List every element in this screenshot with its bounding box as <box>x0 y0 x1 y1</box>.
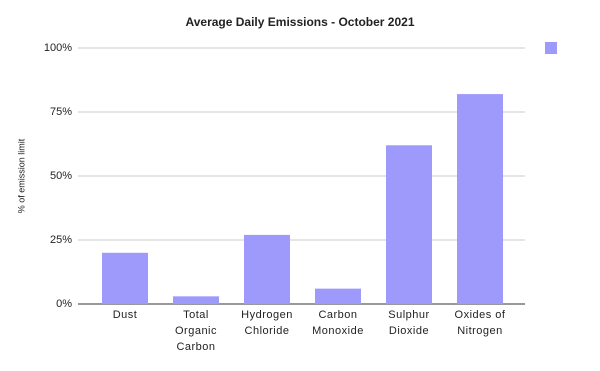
y-axis-label: % of emission limit <box>16 138 26 213</box>
x-tick-label: Sulphur Dioxide <box>388 309 430 337</box>
x-tick-label: Hydrogen Chloride <box>241 309 293 337</box>
x-tick-label: Oxides of Nitrogen <box>454 309 506 337</box>
x-tick-label: Carbon Monoxide <box>312 309 364 337</box>
x-tick-label: Total Organic Carbon <box>174 309 218 353</box>
bar <box>315 288 361 304</box>
y-tick-label: 100% <box>44 42 72 54</box>
bar <box>457 94 503 304</box>
bar <box>244 234 290 304</box>
bar <box>102 252 148 304</box>
y-tick-label: 75% <box>50 106 72 118</box>
x-tick-label: Dust <box>112 309 138 321</box>
bar <box>173 296 219 304</box>
y-tick-label: 25% <box>50 234 72 246</box>
bar <box>386 145 432 304</box>
y-tick-label: 50% <box>50 170 72 182</box>
y-tick-label: 0% <box>56 298 72 310</box>
legend-swatch <box>545 42 557 54</box>
chart-title: Average Daily Emissions - October 2021 <box>186 15 415 29</box>
